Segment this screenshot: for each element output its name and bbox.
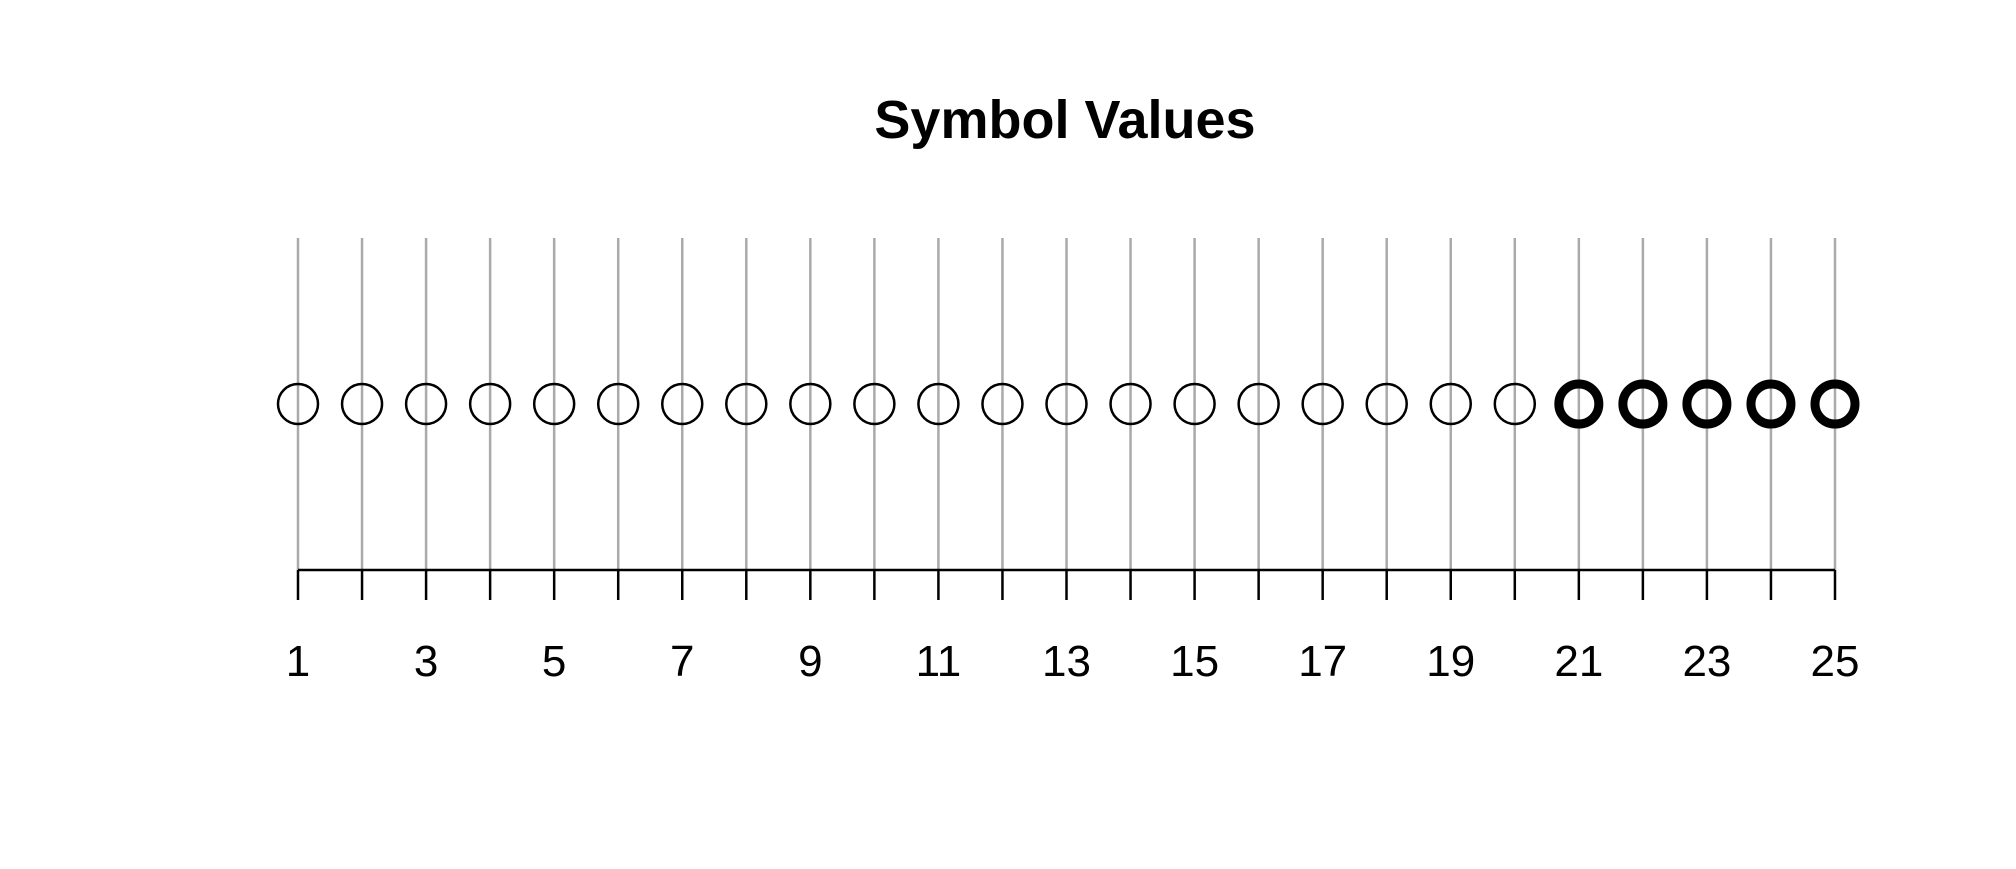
x-axis	[296, 568, 1837, 600]
points-layer	[276, 379, 1860, 429]
x-tick-label: 25	[1811, 637, 1860, 686]
data-point	[468, 382, 512, 426]
x-tick-label: 1	[286, 637, 310, 686]
data-point	[1493, 382, 1537, 426]
data-point	[1810, 379, 1860, 429]
data-point	[1429, 382, 1472, 426]
x-tick-label: 7	[670, 637, 694, 686]
data-point	[725, 382, 768, 426]
x-tick-label: 11	[916, 637, 962, 686]
data-point	[1045, 382, 1088, 426]
data-point	[404, 382, 448, 426]
x-tick-label: 21	[1554, 637, 1603, 686]
data-point	[276, 382, 320, 426]
data-point	[1554, 379, 1604, 429]
data-point	[340, 382, 384, 426]
x-tick-label: 15	[1170, 637, 1219, 686]
data-point	[917, 382, 960, 426]
data-point	[853, 382, 896, 426]
x-tick-label: 3	[414, 637, 438, 686]
chart-title: Symbol Values	[874, 90, 1255, 150]
data-point	[789, 382, 832, 426]
data-point	[1618, 379, 1668, 429]
x-tick-label: 19	[1426, 637, 1475, 686]
data-point	[596, 382, 640, 426]
data-point	[1365, 382, 1408, 426]
x-tick-label: 5	[542, 637, 566, 686]
data-point	[1109, 382, 1152, 426]
data-point	[1237, 382, 1280, 426]
x-tick-label: 9	[798, 637, 822, 686]
data-point	[1682, 379, 1732, 429]
data-point	[532, 382, 576, 426]
x-tick-label: 23	[1682, 637, 1731, 686]
data-point	[1301, 382, 1344, 426]
data-point	[981, 382, 1024, 426]
data-point	[661, 382, 704, 426]
x-tick-labels: 1 3 5 7 9 11 13 15 17 19 21 23 25	[286, 637, 1860, 686]
grid-layer	[296, 238, 1837, 570]
data-point	[1173, 382, 1216, 426]
data-point	[1746, 379, 1796, 429]
x-tick-label: 17	[1298, 637, 1347, 686]
x-tick-label: 13	[1042, 637, 1091, 686]
